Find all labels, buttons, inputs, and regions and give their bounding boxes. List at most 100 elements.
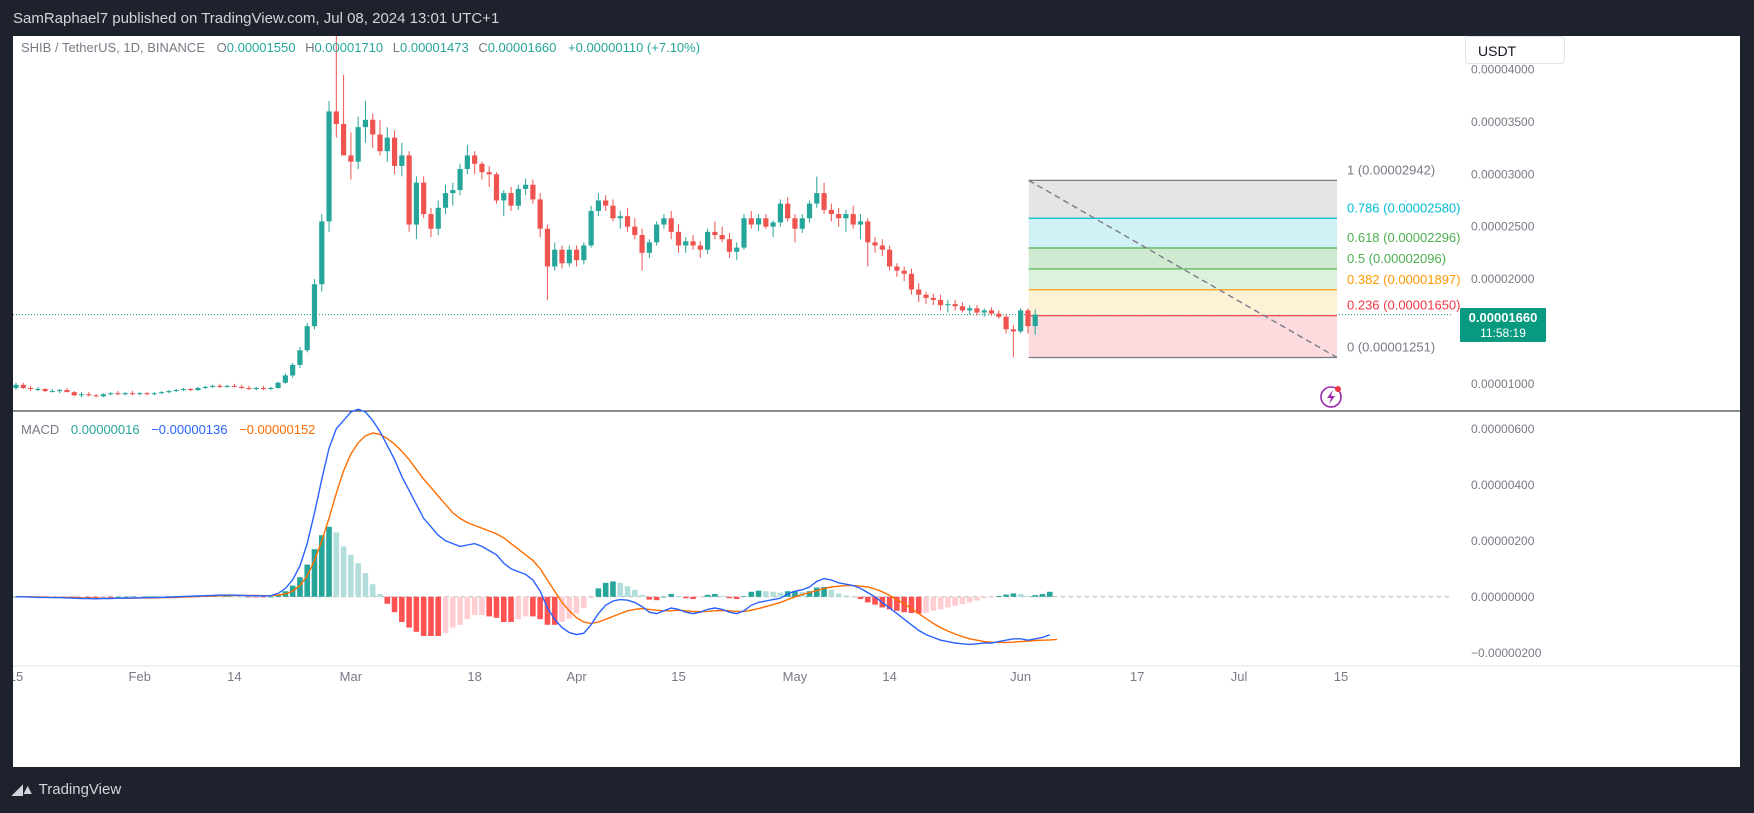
macd-histogram-bar — [646, 596, 653, 600]
price-tick-label: 0.00003500 — [1471, 115, 1535, 129]
macd-histogram-bar — [923, 596, 929, 613]
price-tick-label: 0.00003000 — [1471, 167, 1535, 181]
time-tick-label: Jun — [1010, 669, 1031, 684]
candle-body — [304, 326, 310, 351]
candle-body — [603, 200, 609, 206]
candle-body — [857, 221, 864, 225]
macd-histogram-bar — [595, 588, 602, 597]
macd-histogram-bar — [362, 573, 369, 597]
macd-histogram-bar — [704, 594, 711, 597]
candle-body — [879, 245, 885, 250]
candle-body — [770, 222, 776, 227]
candle-body — [515, 188, 521, 206]
macd-histogram-bar — [442, 596, 449, 634]
candle-body — [355, 127, 361, 162]
macd-histogram-bar — [857, 596, 864, 600]
fib-zone — [1028, 180, 1337, 219]
candle-body — [945, 304, 951, 306]
candle-body — [129, 393, 136, 395]
price-tag-price: 0.00001660 — [1469, 310, 1538, 325]
candle-body — [675, 231, 682, 246]
macd-histogram-bar — [1039, 594, 1046, 597]
candle-body — [937, 299, 944, 306]
candle-body — [377, 134, 383, 152]
candle-body — [311, 284, 318, 327]
candle-body — [1010, 329, 1016, 332]
fib-level-label: 0.236 (0.00001650) — [1347, 298, 1460, 313]
fib-level-label: 0.786 (0.00002580) — [1347, 200, 1460, 215]
candle-body — [952, 304, 958, 307]
candle-body — [464, 155, 470, 170]
macd-histogram-bar — [639, 594, 645, 597]
candle-body — [508, 193, 514, 206]
candle-body — [916, 289, 922, 295]
candle-body — [755, 218, 762, 225]
macd-histogram-bar — [959, 596, 966, 605]
time-tick-label: Apr — [566, 669, 587, 684]
candle-body — [78, 394, 85, 396]
currency-button[interactable]: USDT — [1465, 36, 1565, 64]
close-value: 0.00001660 — [488, 40, 557, 55]
macd-histogram-bar — [260, 596, 267, 598]
candle-body — [479, 163, 485, 173]
macd-histogram-bar — [93, 596, 99, 598]
macd-histogram-bar — [770, 591, 776, 597]
macd-histogram-bar — [297, 577, 303, 597]
macd-histogram-bar — [588, 596, 594, 599]
fib-level-label: 1 (0.00002942) — [1347, 162, 1435, 177]
time-tick-label: 14 — [227, 669, 241, 684]
candle-body — [282, 375, 288, 383]
macd-histogram-bar — [843, 595, 849, 597]
macd-histogram-bar — [872, 596, 878, 605]
time-tick-label: 15 — [1334, 669, 1348, 684]
candle-body — [887, 249, 893, 267]
macd-histogram-bar — [464, 596, 471, 620]
low-value: 0.00001473 — [400, 40, 469, 55]
macd-histogram-bar — [107, 596, 114, 598]
macd-histogram-bar — [224, 596, 230, 597]
time-axis[interactable]: 15 Feb 14 Mar 18 Apr 15 May 14 Jun 17 Jul 15 — [9, 665, 1740, 684]
candle-body — [843, 214, 849, 219]
footer-bar — [0, 767, 1754, 813]
candle-body — [231, 385, 237, 387]
fibonacci-retracement[interactable]: 1 (0.00002942) 0.786 (0.00002580) 0.618 (0… — [1028, 162, 1461, 359]
macd-line-value: −0.00000136 — [151, 422, 227, 437]
candle-body — [246, 387, 252, 390]
price-tick-label: 0.00004000 — [1471, 63, 1535, 77]
macd-histogram-bar — [981, 596, 988, 599]
candle-body — [806, 203, 813, 219]
time-tick-label: 15 — [13, 669, 23, 684]
macd-histogram-bar — [726, 596, 733, 599]
chart-canvas[interactable]: 1 (0.00002942) 0.786 (0.00002580) 0.618 (0… — [9, 36, 1740, 767]
candle-body — [42, 389, 48, 392]
macd-tick-label: 0.00000600 — [1471, 422, 1535, 436]
tradingview-logo[interactable]: ◢▲ TradingView — [12, 781, 121, 798]
symbol-label: SHIB / TetherUS, 1D, BINANCE — [21, 40, 205, 55]
lightning-icon[interactable] — [1320, 386, 1342, 408]
candle-body — [399, 155, 405, 166]
macd-histogram-bar — [471, 596, 478, 615]
open-label: O — [217, 40, 227, 55]
candle-body — [712, 231, 718, 236]
candle-body — [624, 216, 631, 227]
svg-text:SHIB / TetherUS, 1D, BINANCE: SHIB / TetherUS, 1D, BINANCE O0.00001550… — [21, 40, 700, 55]
macd-histogram-bar — [231, 596, 238, 598]
candle-body — [297, 350, 303, 365]
candle-body — [224, 385, 230, 387]
candle-body — [763, 218, 769, 227]
macd-histogram-bar — [537, 596, 543, 620]
macd-axis[interactable]: −0.00000200 0.00000000 0.00000200 0.0000040… — [1471, 422, 1542, 660]
chart-frame[interactable]: 1 (0.00002942) 0.786 (0.00002580) 0.618 (0… — [9, 36, 1740, 767]
macd-histogram-bar — [500, 596, 507, 622]
macd-histogram-bar — [617, 582, 624, 597]
candle-body — [100, 394, 106, 397]
candle-body — [530, 184, 536, 200]
macd-histogram-bar — [886, 596, 893, 610]
candle-body — [20, 384, 26, 388]
candle-body — [86, 394, 92, 396]
candle-body — [137, 393, 143, 395]
candle-body — [195, 387, 201, 391]
candle-body — [690, 241, 696, 246]
macd-histogram-bar — [1003, 594, 1009, 597]
candle-body — [748, 218, 754, 225]
